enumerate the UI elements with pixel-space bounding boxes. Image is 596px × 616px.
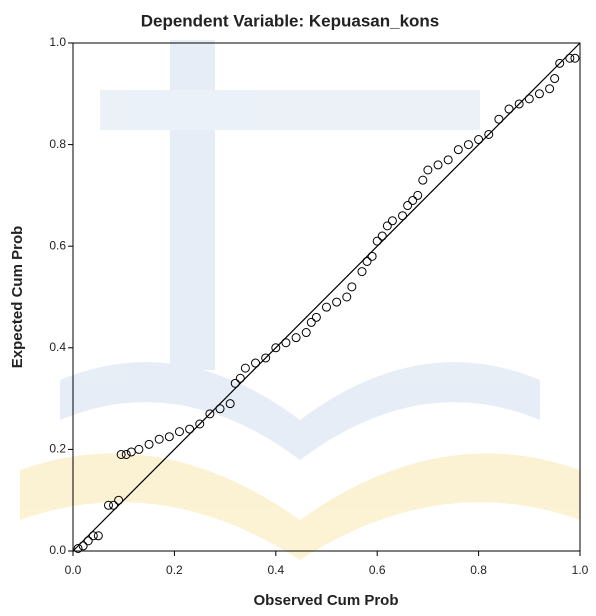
point: [453, 145, 463, 155]
point: [494, 114, 504, 124]
point: [109, 500, 119, 510]
point: [144, 439, 154, 449]
y-tick-label: 0.2: [49, 442, 66, 456]
point: [555, 58, 565, 68]
watermark: [20, 40, 580, 560]
x-axis-label: Observed Cum Prob: [253, 592, 398, 609]
point: [565, 53, 575, 63]
point: [545, 84, 555, 94]
point: [433, 160, 443, 170]
point: [322, 302, 331, 312]
y-tick-label: 0.0: [49, 543, 66, 557]
point: [235, 373, 245, 383]
point: [377, 231, 387, 241]
point: [524, 94, 534, 104]
x-tick-label: 0.8: [470, 563, 487, 577]
point: [215, 404, 225, 414]
point: [550, 74, 560, 84]
plot-frame: [72, 42, 581, 552]
point: [240, 363, 250, 373]
point: [534, 89, 544, 99]
point: [443, 155, 453, 165]
x-tick-label: 0.0: [65, 563, 82, 577]
point: [357, 267, 367, 277]
point: [154, 434, 164, 444]
point: [504, 104, 514, 114]
point: [225, 399, 235, 409]
point: [367, 251, 377, 261]
point: [306, 317, 316, 327]
point: [114, 495, 124, 505]
point: [484, 129, 494, 139]
point: [164, 432, 174, 442]
point: [372, 236, 382, 246]
point: [103, 500, 113, 510]
point: [73, 543, 83, 553]
point: [301, 328, 311, 338]
point: [116, 449, 126, 459]
point: [342, 292, 352, 302]
point: [408, 195, 418, 205]
point: [382, 221, 392, 231]
point: [88, 531, 98, 541]
y-tick-label: 0.6: [49, 238, 66, 252]
point: [423, 165, 433, 175]
x-tick-label: 0.2: [166, 563, 183, 577]
x-tick-label: 1.0: [572, 563, 589, 577]
point: [78, 541, 88, 551]
point: [205, 409, 215, 419]
point: [362, 256, 372, 266]
point: [121, 449, 131, 459]
point: [332, 297, 342, 307]
point: [271, 343, 281, 353]
chart-title: Dependent Variable: Kepuasan_kons: [141, 11, 440, 30]
point: [463, 140, 473, 150]
point: [195, 419, 205, 429]
point: [93, 531, 103, 541]
y-tick-label: 0.8: [49, 137, 66, 151]
point: [185, 424, 195, 434]
point: [418, 175, 428, 185]
point: [291, 333, 301, 343]
x-tick-label: 0.6: [369, 563, 386, 577]
point: [514, 99, 524, 109]
y-axis-label: Expected Cum Prob: [9, 226, 26, 369]
y-tick-label: 0.4: [49, 340, 66, 354]
point: [413, 190, 423, 200]
y-tick-label: 1.0: [49, 35, 66, 49]
point: [398, 211, 408, 221]
point: [387, 216, 397, 226]
reference-line: [72, 42, 581, 552]
point: [570, 53, 580, 63]
point: [347, 282, 357, 292]
point: [311, 312, 321, 322]
point: [261, 353, 271, 363]
x-tick-label: 0.4: [267, 563, 284, 577]
point: [174, 427, 184, 437]
point: [83, 536, 93, 546]
point: [230, 378, 240, 388]
point: [403, 201, 413, 211]
point: [474, 135, 484, 145]
point: [281, 338, 291, 348]
point: [134, 444, 144, 454]
point: [251, 358, 261, 368]
